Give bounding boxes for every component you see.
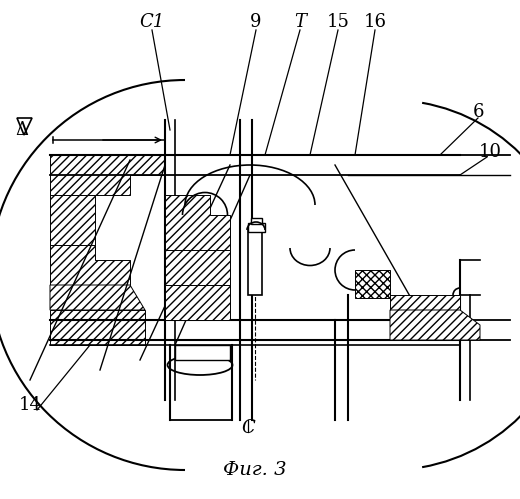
Text: 9: 9	[250, 13, 262, 31]
Polygon shape	[248, 223, 265, 232]
Polygon shape	[50, 310, 145, 345]
Polygon shape	[50, 195, 95, 245]
Polygon shape	[50, 285, 145, 310]
Polygon shape	[165, 285, 230, 320]
Text: 15: 15	[327, 13, 349, 31]
Text: Т: Т	[294, 13, 306, 31]
Text: Δ: Δ	[16, 121, 29, 139]
Polygon shape	[248, 230, 262, 295]
Polygon shape	[50, 245, 130, 285]
Text: 10: 10	[478, 143, 501, 161]
Text: С: С	[241, 419, 255, 437]
Text: 14: 14	[19, 396, 42, 414]
Polygon shape	[390, 295, 460, 310]
Polygon shape	[50, 155, 165, 195]
Polygon shape	[390, 310, 480, 340]
Text: 16: 16	[363, 13, 386, 31]
Polygon shape	[165, 250, 230, 285]
Text: 6: 6	[472, 103, 484, 121]
Text: С1: С1	[139, 13, 165, 31]
Polygon shape	[355, 270, 390, 298]
Text: Фиг. 3: Фиг. 3	[223, 461, 287, 479]
Polygon shape	[251, 218, 262, 224]
Polygon shape	[175, 345, 230, 360]
Polygon shape	[165, 195, 230, 250]
